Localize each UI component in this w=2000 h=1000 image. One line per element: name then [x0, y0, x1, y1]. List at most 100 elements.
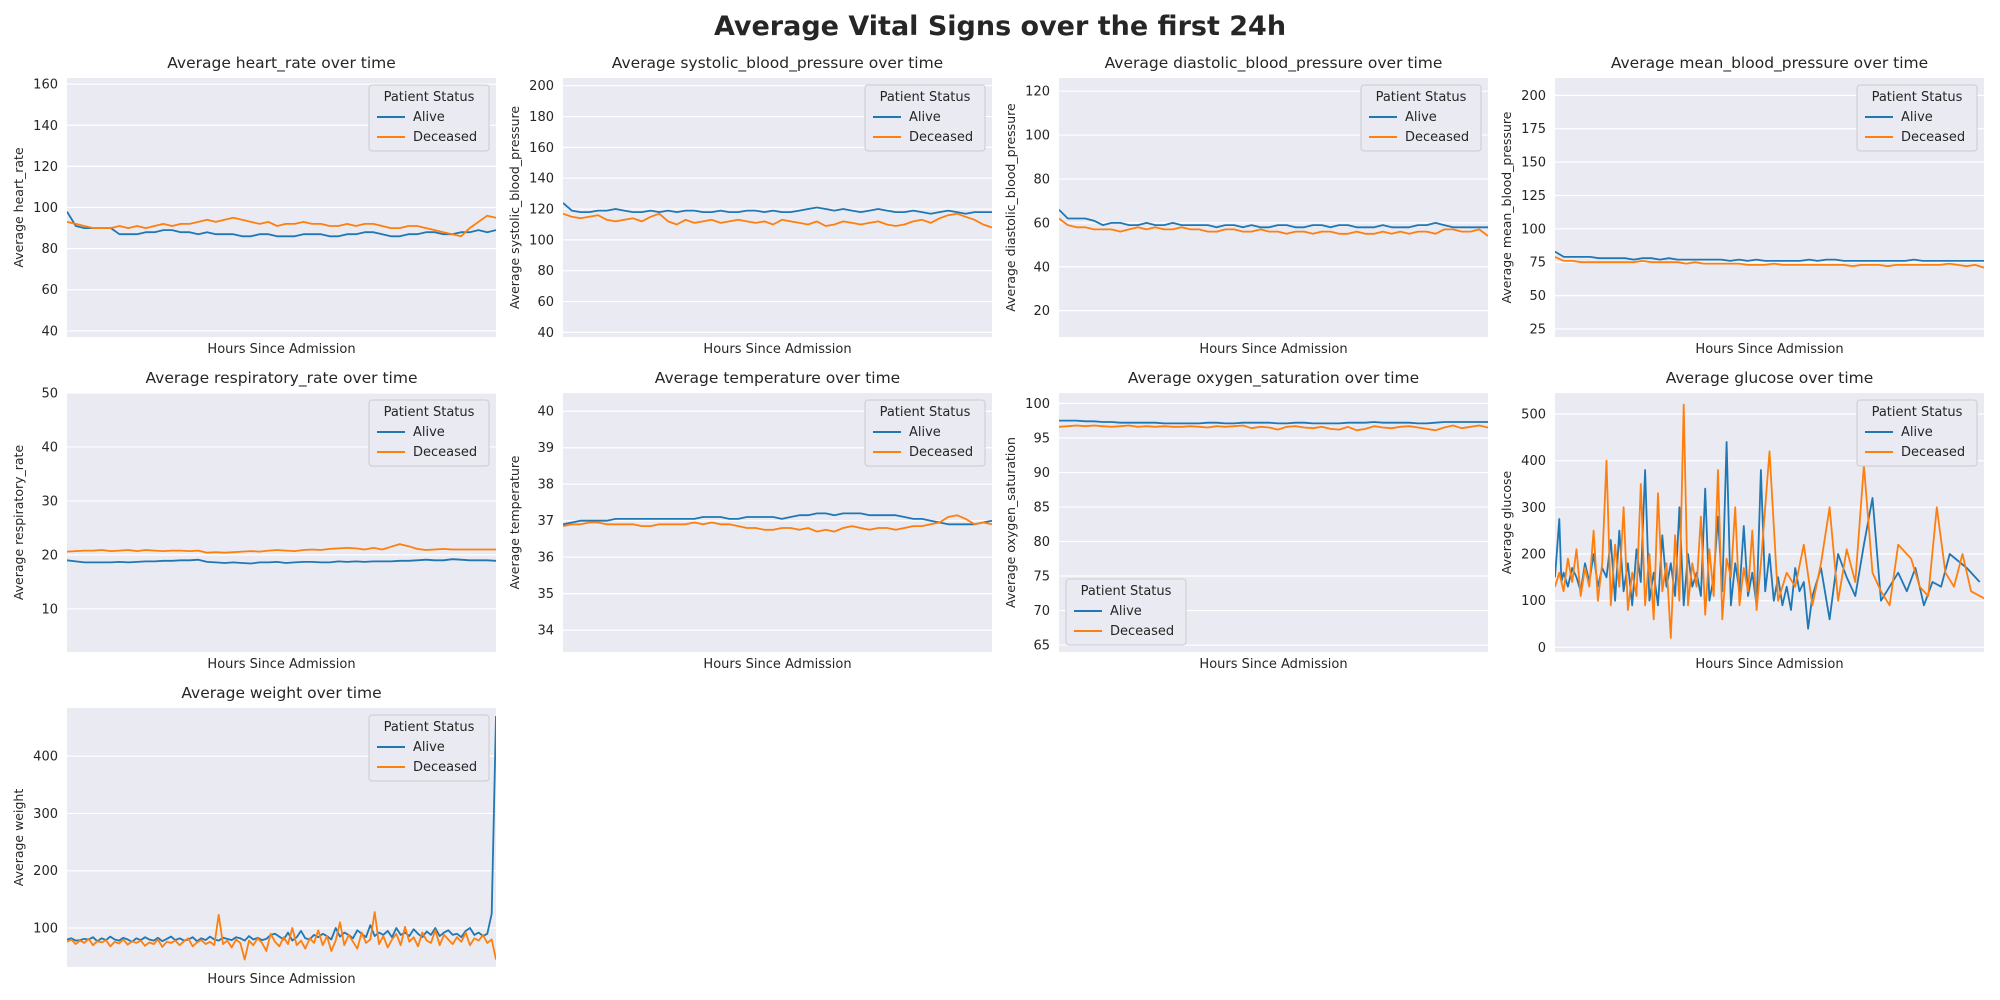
subplot-3: 20 40 60 80 100 120 Average diastolic_blood_pr…	[1003, 54, 1488, 357]
legend-title: Patient Status	[384, 720, 475, 735]
y-tick-label: 120	[529, 203, 554, 218]
y-tick-label: 90	[1033, 466, 1050, 481]
legend-box	[1856, 84, 1978, 152]
series-line-deceased	[67, 543, 496, 554]
y-tick-label: 400	[33, 750, 58, 765]
legend: Patient Status Alive Deceased	[864, 399, 986, 467]
series-line-deceased	[67, 214, 496, 238]
y-tick-label: 300	[33, 807, 58, 822]
y-tick-label: 100	[1521, 222, 1546, 237]
legend: Patient Status Alive Deceased	[864, 84, 986, 152]
y-tick-label: 300	[1521, 501, 1546, 516]
legend: Patient Status Alive Deceased	[368, 714, 490, 782]
y-axis-label: Average oxygen_saturation	[1003, 437, 1018, 608]
x-axis-label: Hours Since Admission	[1199, 657, 1347, 672]
y-tick-label: 34	[537, 624, 554, 639]
y-tick-label: 85	[1033, 500, 1050, 515]
legend-title: Patient Status	[1872, 90, 1963, 105]
legend-label-deceased: Deceased	[1901, 130, 1965, 145]
y-tick-label: 36	[537, 551, 554, 566]
y-tick-label: 65	[1033, 639, 1050, 654]
series-line-deceased	[563, 514, 992, 533]
series-line-deceased	[563, 212, 992, 229]
legend-label-alive: Alive	[1901, 425, 1933, 440]
y-tick-label: 100	[33, 922, 58, 937]
y-tick-label: 200	[1521, 89, 1546, 104]
y-tick-label: 37	[537, 514, 554, 529]
y-tick-label: 100	[33, 201, 58, 216]
legend-box	[864, 399, 986, 467]
y-tick-label: 125	[1521, 189, 1546, 204]
legend-label-alive: Alive	[413, 740, 445, 755]
legend-label-alive: Alive	[1901, 110, 1933, 125]
x-axis-label: Hours Since Admission	[1695, 342, 1843, 357]
x-axis-label: Hours Since Admission	[1695, 657, 1843, 672]
y-tick-label: 75	[1033, 570, 1050, 585]
legend-box	[368, 84, 490, 152]
x-axis-label: Hours Since Admission	[207, 342, 355, 357]
legend: Patient Status Alive Deceased	[1065, 578, 1187, 646]
x-axis-label: Hours Since Admission	[207, 657, 355, 672]
y-axis-label: Average respiratory_rate	[11, 445, 26, 601]
subplot-title: Average oxygen_saturation over time	[1128, 369, 1419, 388]
subplot-title: Average respiratory_rate over time	[145, 369, 417, 388]
subplot-7: 65 70 75 80 85 90 95 100 Average oxygen_saturati…	[1003, 369, 1488, 672]
y-tick-label: 500	[1521, 408, 1546, 423]
legend-label-deceased: Deceased	[909, 130, 973, 145]
legend-label-deceased: Deceased	[413, 130, 477, 145]
y-tick-label: 39	[537, 441, 554, 456]
legend: Patient Status Alive Deceased	[368, 84, 490, 152]
legend-label-alive: Alive	[1110, 604, 1142, 619]
legend-title: Patient Status	[1081, 584, 1172, 599]
y-axis-label: Average mean_blood_pressure	[1499, 111, 1514, 303]
y-tick-label: 10	[41, 602, 58, 617]
subplot-5: 10 20 30 40 50 Average respiratory_rate over …	[11, 369, 496, 672]
legend: Patient Status Alive Deceased	[1360, 84, 1482, 152]
y-axis-label: Average weight	[11, 789, 26, 887]
y-tick-label: 70	[1033, 604, 1050, 619]
y-tick-label: 400	[1521, 454, 1546, 469]
series-line-alive	[1059, 419, 1488, 425]
y-tick-label: 40	[537, 405, 554, 420]
subplot-title: Average weight over time	[181, 684, 381, 702]
y-tick-label: 0	[1538, 641, 1546, 656]
legend-label-alive: Alive	[909, 425, 941, 440]
legend-label-alive: Alive	[1405, 110, 1437, 125]
subplot-2: 40 60 80 100 120 140 160 180 200 Average systolic…	[507, 54, 992, 357]
legend-label-deceased: Deceased	[909, 445, 973, 460]
y-tick-label: 160	[529, 141, 554, 156]
series-line-deceased	[1555, 256, 1984, 269]
y-tick-label: 200	[33, 864, 58, 879]
legend-box	[368, 399, 490, 467]
subplot-title: Average diastolic_blood_pressure over ti…	[1105, 54, 1443, 73]
y-tick-label: 80	[1033, 172, 1050, 187]
y-tick-label: 60	[537, 295, 554, 310]
legend-label-deceased: Deceased	[1901, 445, 1965, 460]
legend-label-deceased: Deceased	[1405, 130, 1469, 145]
y-tick-label: 60	[1033, 216, 1050, 231]
y-tick-label: 80	[537, 264, 554, 279]
y-tick-label: 50	[41, 387, 58, 402]
y-tick-label: 160	[33, 78, 58, 93]
subplot-title: Average temperature over time	[655, 369, 900, 387]
series-line-alive	[67, 558, 496, 565]
subplot-4: 25 50 75 100 125 150 175 200 Average mean_blood_…	[1499, 54, 1984, 357]
legend-title: Patient Status	[384, 405, 475, 420]
y-axis-label: Average systolic_blood_pressure	[507, 106, 522, 310]
series-line-alive	[563, 512, 992, 526]
y-tick-label: 40	[41, 324, 58, 339]
y-tick-label: 150	[1521, 156, 1546, 171]
y-tick-label: 100	[1521, 594, 1546, 609]
y-axis-label: Average heart_rate	[11, 147, 26, 268]
series-line-alive	[563, 202, 992, 215]
y-tick-label: 30	[41, 494, 58, 509]
y-tick-label: 100	[529, 233, 554, 248]
series-line-deceased	[1555, 403, 1984, 639]
y-axis-label: Average temperature	[507, 455, 522, 589]
y-tick-label: 35	[537, 587, 554, 602]
legend-title: Patient Status	[1376, 90, 1467, 105]
legend-box	[1360, 84, 1482, 152]
subplot-8: 0 100 200 300 400 500 Average glucose over tim…	[1499, 369, 1984, 672]
y-tick-label: 100	[1025, 129, 1050, 144]
legend-label-deceased: Deceased	[413, 445, 477, 460]
